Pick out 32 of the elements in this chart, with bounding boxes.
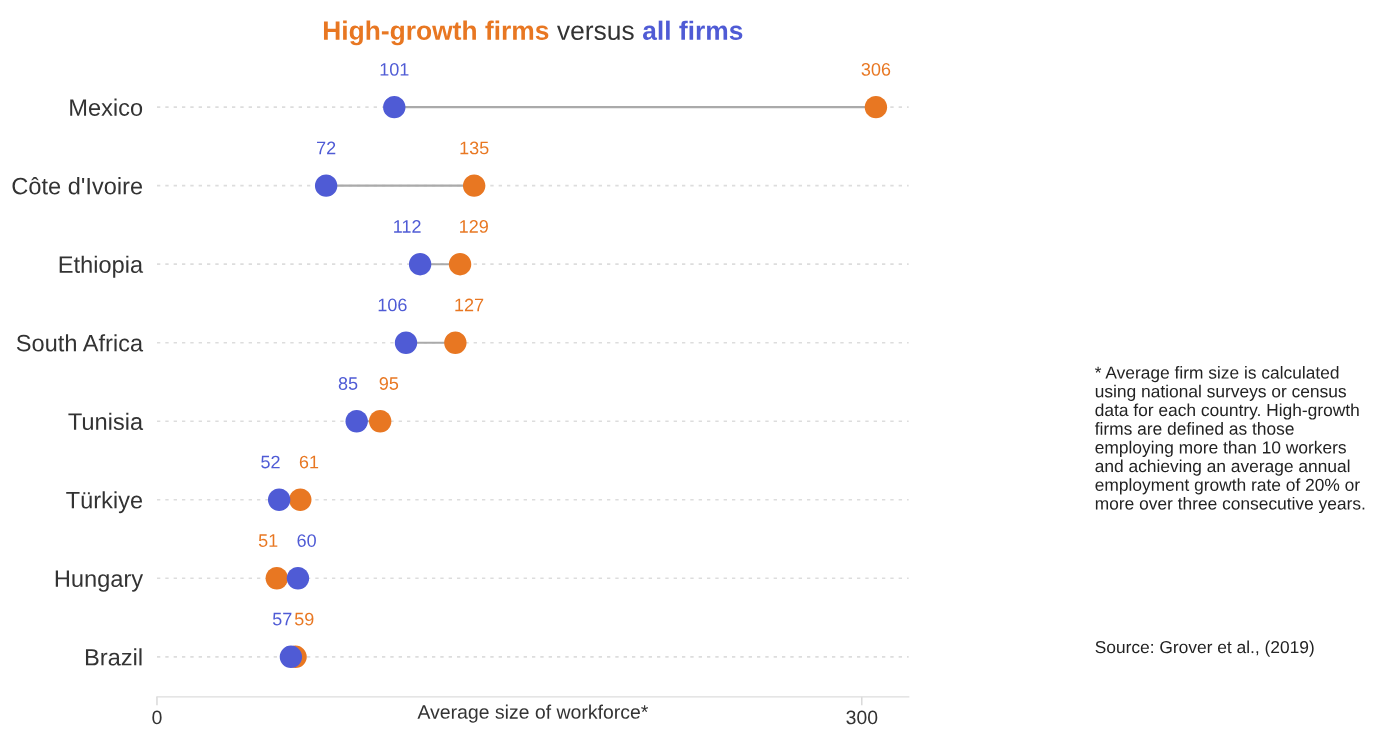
text: all firms (642, 20, 743, 41)
y-tick-label: Tunisia (68, 412, 144, 431)
chart-title: versus (557, 25, 634, 41)
data-label: 106 (378, 298, 407, 312)
data-label: 52 (261, 455, 280, 469)
y-tick-label: South Africa (16, 334, 144, 352)
data-label: 101 (380, 63, 409, 76)
data-label: 61 (299, 455, 319, 469)
data-label: 72 (317, 141, 336, 155)
data-label: 112 (394, 220, 421, 233)
y-tick-label: Brazil (85, 648, 142, 666)
y-tick-label: Hungary (55, 570, 144, 592)
x-tick-label: 0 (152, 710, 162, 725)
data-label: 59 (294, 612, 314, 626)
data-label: 127 (455, 298, 484, 312)
data-label: 51 (258, 534, 278, 547)
y-tick-label: Türkiye (66, 491, 143, 514)
y-tick-label: Côte d'Ivoire (12, 177, 143, 195)
y-tick-label: Ethiopia (59, 255, 144, 278)
source-note: Source: Grover et al., (2019) (1095, 640, 1314, 657)
data-label: 306 (861, 63, 891, 76)
data-label: 135 (460, 141, 489, 155)
x-axis-title: Average size of workforce* (417, 704, 649, 723)
text: * Average firm size is calculated using national surveys or census data for each country. High-growth firms are defined as those employing more than 10 workers and achieving an average annual employment growth rate of 20% or more over three consecutive years. (1094, 366, 1365, 514)
data-label: 95 (379, 377, 399, 390)
y-tick-label: Mexico (70, 98, 143, 116)
text: High-growth firms (323, 20, 549, 46)
data-label: 129 (460, 220, 488, 233)
data-label: 57 (272, 612, 292, 626)
data-label: 85 (338, 377, 358, 390)
data-label: 60 (297, 534, 316, 547)
x-tick-label: 300 (846, 710, 878, 725)
